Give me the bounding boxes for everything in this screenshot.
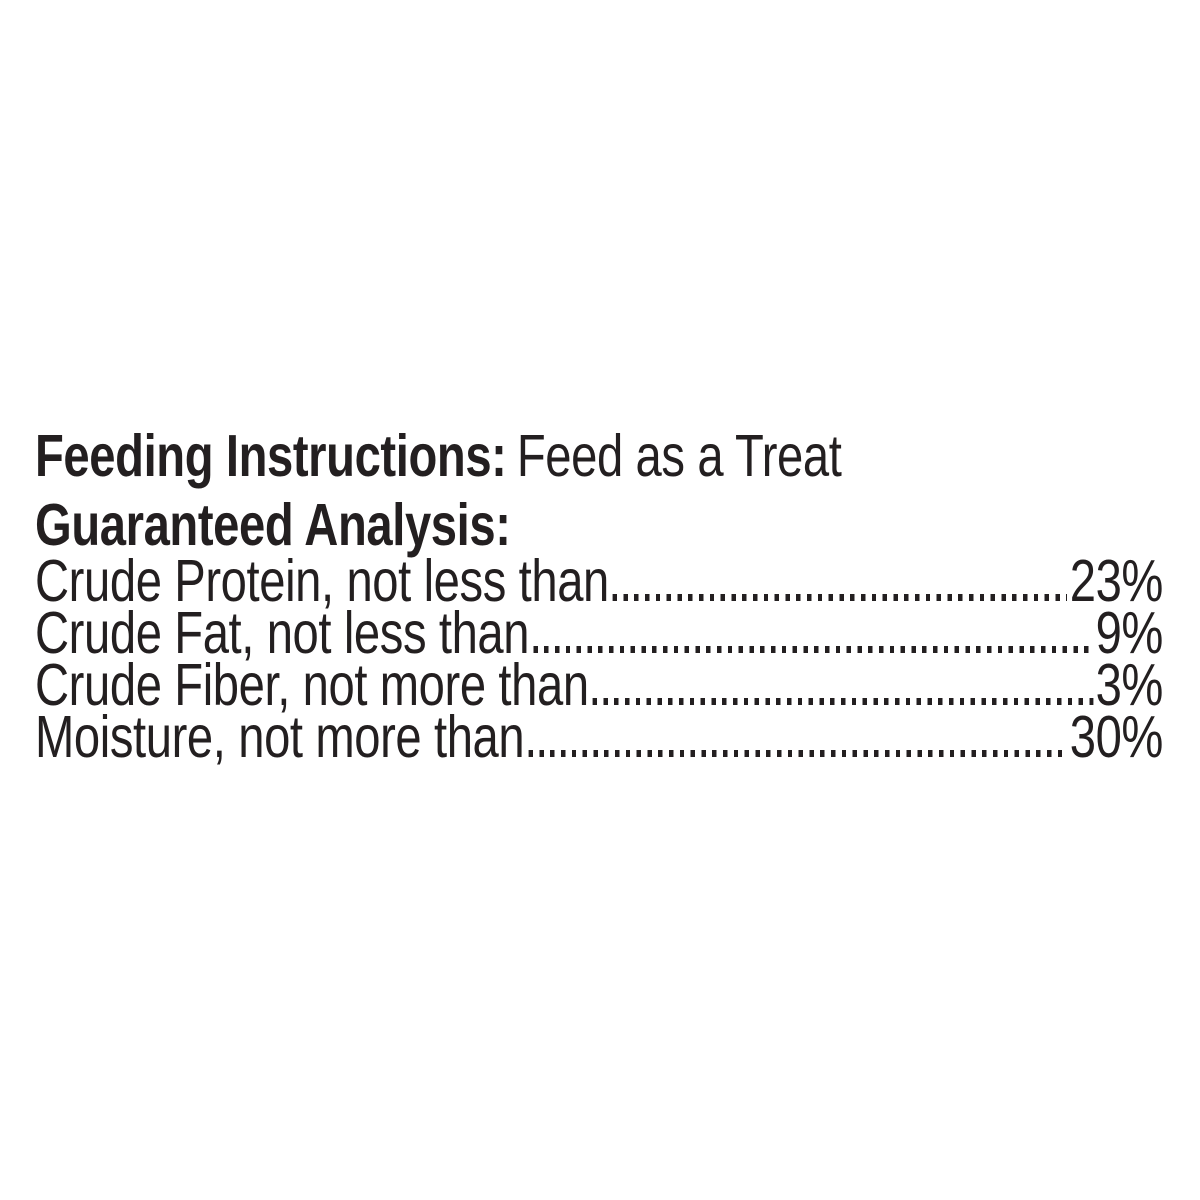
row-label: Crude Fiber, not more than — [35, 652, 589, 718]
row-value: 3% — [1095, 652, 1164, 718]
row-value: 23% — [1069, 548, 1164, 614]
dot-leader — [533, 607, 1094, 659]
analysis-row-crude-protein: Crude Protein, not less than 23% — [35, 548, 1164, 614]
guaranteed-analysis-table: Crude Protein, not less than 23% Crude F… — [35, 548, 1164, 770]
feeding-instructions-line: Feeding Instructions: Feed as a Treat — [35, 427, 1163, 486]
row-label: Moisture, not more than — [35, 704, 525, 770]
guaranteed-analysis-title: Guaranteed Analysis: — [35, 492, 511, 558]
feeding-instructions-label: Feeding Instructions: — [35, 423, 507, 489]
analysis-row-moisture: Moisture, not more than 30% — [35, 704, 1164, 770]
dot-leader — [612, 555, 1068, 607]
row-value: 9% — [1095, 600, 1164, 666]
feeding-instructions-value: Feed as a Treat — [516, 423, 842, 489]
dot-leader — [592, 659, 1094, 711]
row-label: Crude Protein, not less than — [35, 548, 609, 614]
analysis-row-crude-fat: Crude Fat, not less than 9% — [35, 600, 1164, 666]
row-label: Crude Fat, not less than — [35, 600, 530, 666]
analysis-row-crude-fiber: Crude Fiber, not more than 3% — [35, 652, 1164, 718]
label-panel: Feeding Instructions: Feed as a Treat Gua… — [35, 427, 1164, 770]
dot-leader — [528, 711, 1068, 763]
row-value: 30% — [1069, 704, 1164, 770]
